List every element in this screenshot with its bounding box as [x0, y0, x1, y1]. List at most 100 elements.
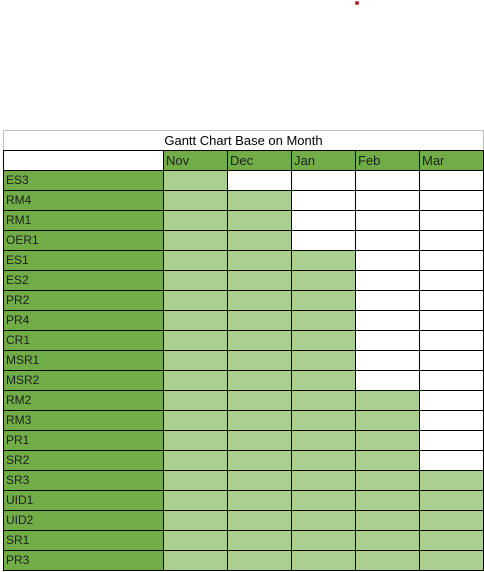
gantt-bar-cell — [419, 510, 484, 531]
month-header-feb: Feb — [355, 150, 420, 171]
gantt-table: Gantt Chart Base on Month Nov Dec Jan Feb Ma… — [3, 130, 484, 571]
red-dot-marker — [355, 1, 359, 5]
gantt-bar-cell — [163, 450, 228, 471]
task-row: RM1 — [3, 210, 484, 231]
gantt-bar-cell — [163, 290, 228, 311]
gantt-bar-cell — [163, 530, 228, 551]
gantt-bar-cell — [291, 530, 356, 551]
gantt-bar-cell — [163, 370, 228, 391]
gantt-empty-cell — [291, 190, 356, 211]
task-row: SR2 — [3, 450, 484, 471]
gantt-bar-cell — [163, 510, 228, 531]
gantt-bar-cell — [227, 190, 292, 211]
gantt-bar-cell — [291, 250, 356, 271]
gantt-bar-cell — [227, 330, 292, 351]
gantt-empty-cell — [419, 450, 484, 471]
gantt-bar-cell — [227, 390, 292, 411]
task-label: PR2 — [3, 290, 164, 311]
gantt-bar-cell — [291, 370, 356, 391]
task-label: ES1 — [3, 250, 164, 271]
task-label: RM1 — [3, 210, 164, 231]
gantt-empty-cell — [419, 190, 484, 211]
gantt-empty-cell — [419, 270, 484, 291]
gantt-bar-cell — [163, 310, 228, 331]
gantt-bar-cell — [291, 290, 356, 311]
gantt-bar-cell — [291, 270, 356, 291]
task-label: PR4 — [3, 310, 164, 331]
task-row: ES2 — [3, 270, 484, 291]
task-row: UID2 — [3, 510, 484, 531]
task-label: MSR2 — [3, 370, 164, 391]
gantt-bar-cell — [227, 430, 292, 451]
gantt-bar-cell — [291, 550, 356, 571]
task-label: SR3 — [3, 470, 164, 491]
gantt-bar-cell — [163, 230, 228, 251]
task-row: RM4 — [3, 190, 484, 211]
task-label: PR1 — [3, 430, 164, 451]
task-row: SR1 — [3, 530, 484, 551]
gantt-bar-cell — [291, 490, 356, 511]
gantt-bar-cell — [227, 350, 292, 371]
gantt-empty-cell — [355, 310, 420, 331]
gantt-bar-cell — [355, 470, 420, 491]
gantt-bar-cell — [163, 390, 228, 411]
gantt-empty-cell — [355, 250, 420, 271]
gantt-bar-cell — [227, 210, 292, 231]
gantt-bar-cell — [355, 510, 420, 531]
task-label: SR1 — [3, 530, 164, 551]
task-row: PR4 — [3, 310, 484, 331]
month-header-mar: Mar — [419, 150, 484, 171]
gantt-bar-cell — [227, 490, 292, 511]
task-row: MSR2 — [3, 370, 484, 391]
gantt-bar-cell — [355, 430, 420, 451]
gantt-bar-cell — [355, 530, 420, 551]
gantt-bar-cell — [163, 190, 228, 211]
gantt-bar-cell — [227, 310, 292, 331]
gantt-bar-cell — [419, 550, 484, 571]
task-row: SR3 — [3, 470, 484, 491]
task-label: SR2 — [3, 450, 164, 471]
gantt-bar-cell — [163, 330, 228, 351]
task-label: RM2 — [3, 390, 164, 411]
task-label: ES2 — [3, 270, 164, 291]
gantt-bar-cell — [291, 470, 356, 491]
gantt-empty-cell — [419, 310, 484, 331]
gantt-bar-cell — [355, 410, 420, 431]
task-row: PR1 — [3, 430, 484, 451]
gantt-empty-cell — [291, 230, 356, 251]
gantt-bar-cell — [163, 250, 228, 271]
gantt-bar-cell — [163, 270, 228, 291]
gantt-bar-cell — [291, 330, 356, 351]
gantt-bar-cell — [227, 230, 292, 251]
task-label: RM4 — [3, 190, 164, 211]
gantt-bar-cell — [227, 470, 292, 491]
gantt-bar-cell — [163, 170, 228, 191]
gantt-bar-cell — [163, 350, 228, 371]
gantt-bar-cell — [291, 310, 356, 331]
month-header-nov: Nov — [163, 150, 228, 171]
month-header-jan: Jan — [291, 150, 356, 171]
task-row: RM3 — [3, 410, 484, 431]
gantt-bar-cell — [227, 410, 292, 431]
task-row: ES1 — [3, 250, 484, 271]
gantt-bar-cell — [227, 370, 292, 391]
gantt-bar-cell — [291, 450, 356, 471]
task-row: RM2 — [3, 390, 484, 411]
gantt-empty-cell — [355, 230, 420, 251]
gantt-empty-cell — [355, 370, 420, 391]
task-row: UID1 — [3, 490, 484, 511]
gantt-bar-cell — [163, 430, 228, 451]
task-label: UID1 — [3, 490, 164, 511]
task-row: CR1 — [3, 330, 484, 351]
gantt-bar-cell — [227, 530, 292, 551]
task-row: ES3 — [3, 170, 484, 191]
gantt-empty-cell — [291, 210, 356, 231]
gantt-bar-cell — [227, 550, 292, 571]
gantt-bar-cell — [163, 550, 228, 571]
gantt-bar-cell — [291, 410, 356, 431]
gantt-empty-cell — [419, 210, 484, 231]
gantt-bar-cell — [163, 210, 228, 231]
gantt-bar-cell — [355, 390, 420, 411]
task-row: PR2 — [3, 290, 484, 311]
task-row: PR3 — [3, 550, 484, 571]
